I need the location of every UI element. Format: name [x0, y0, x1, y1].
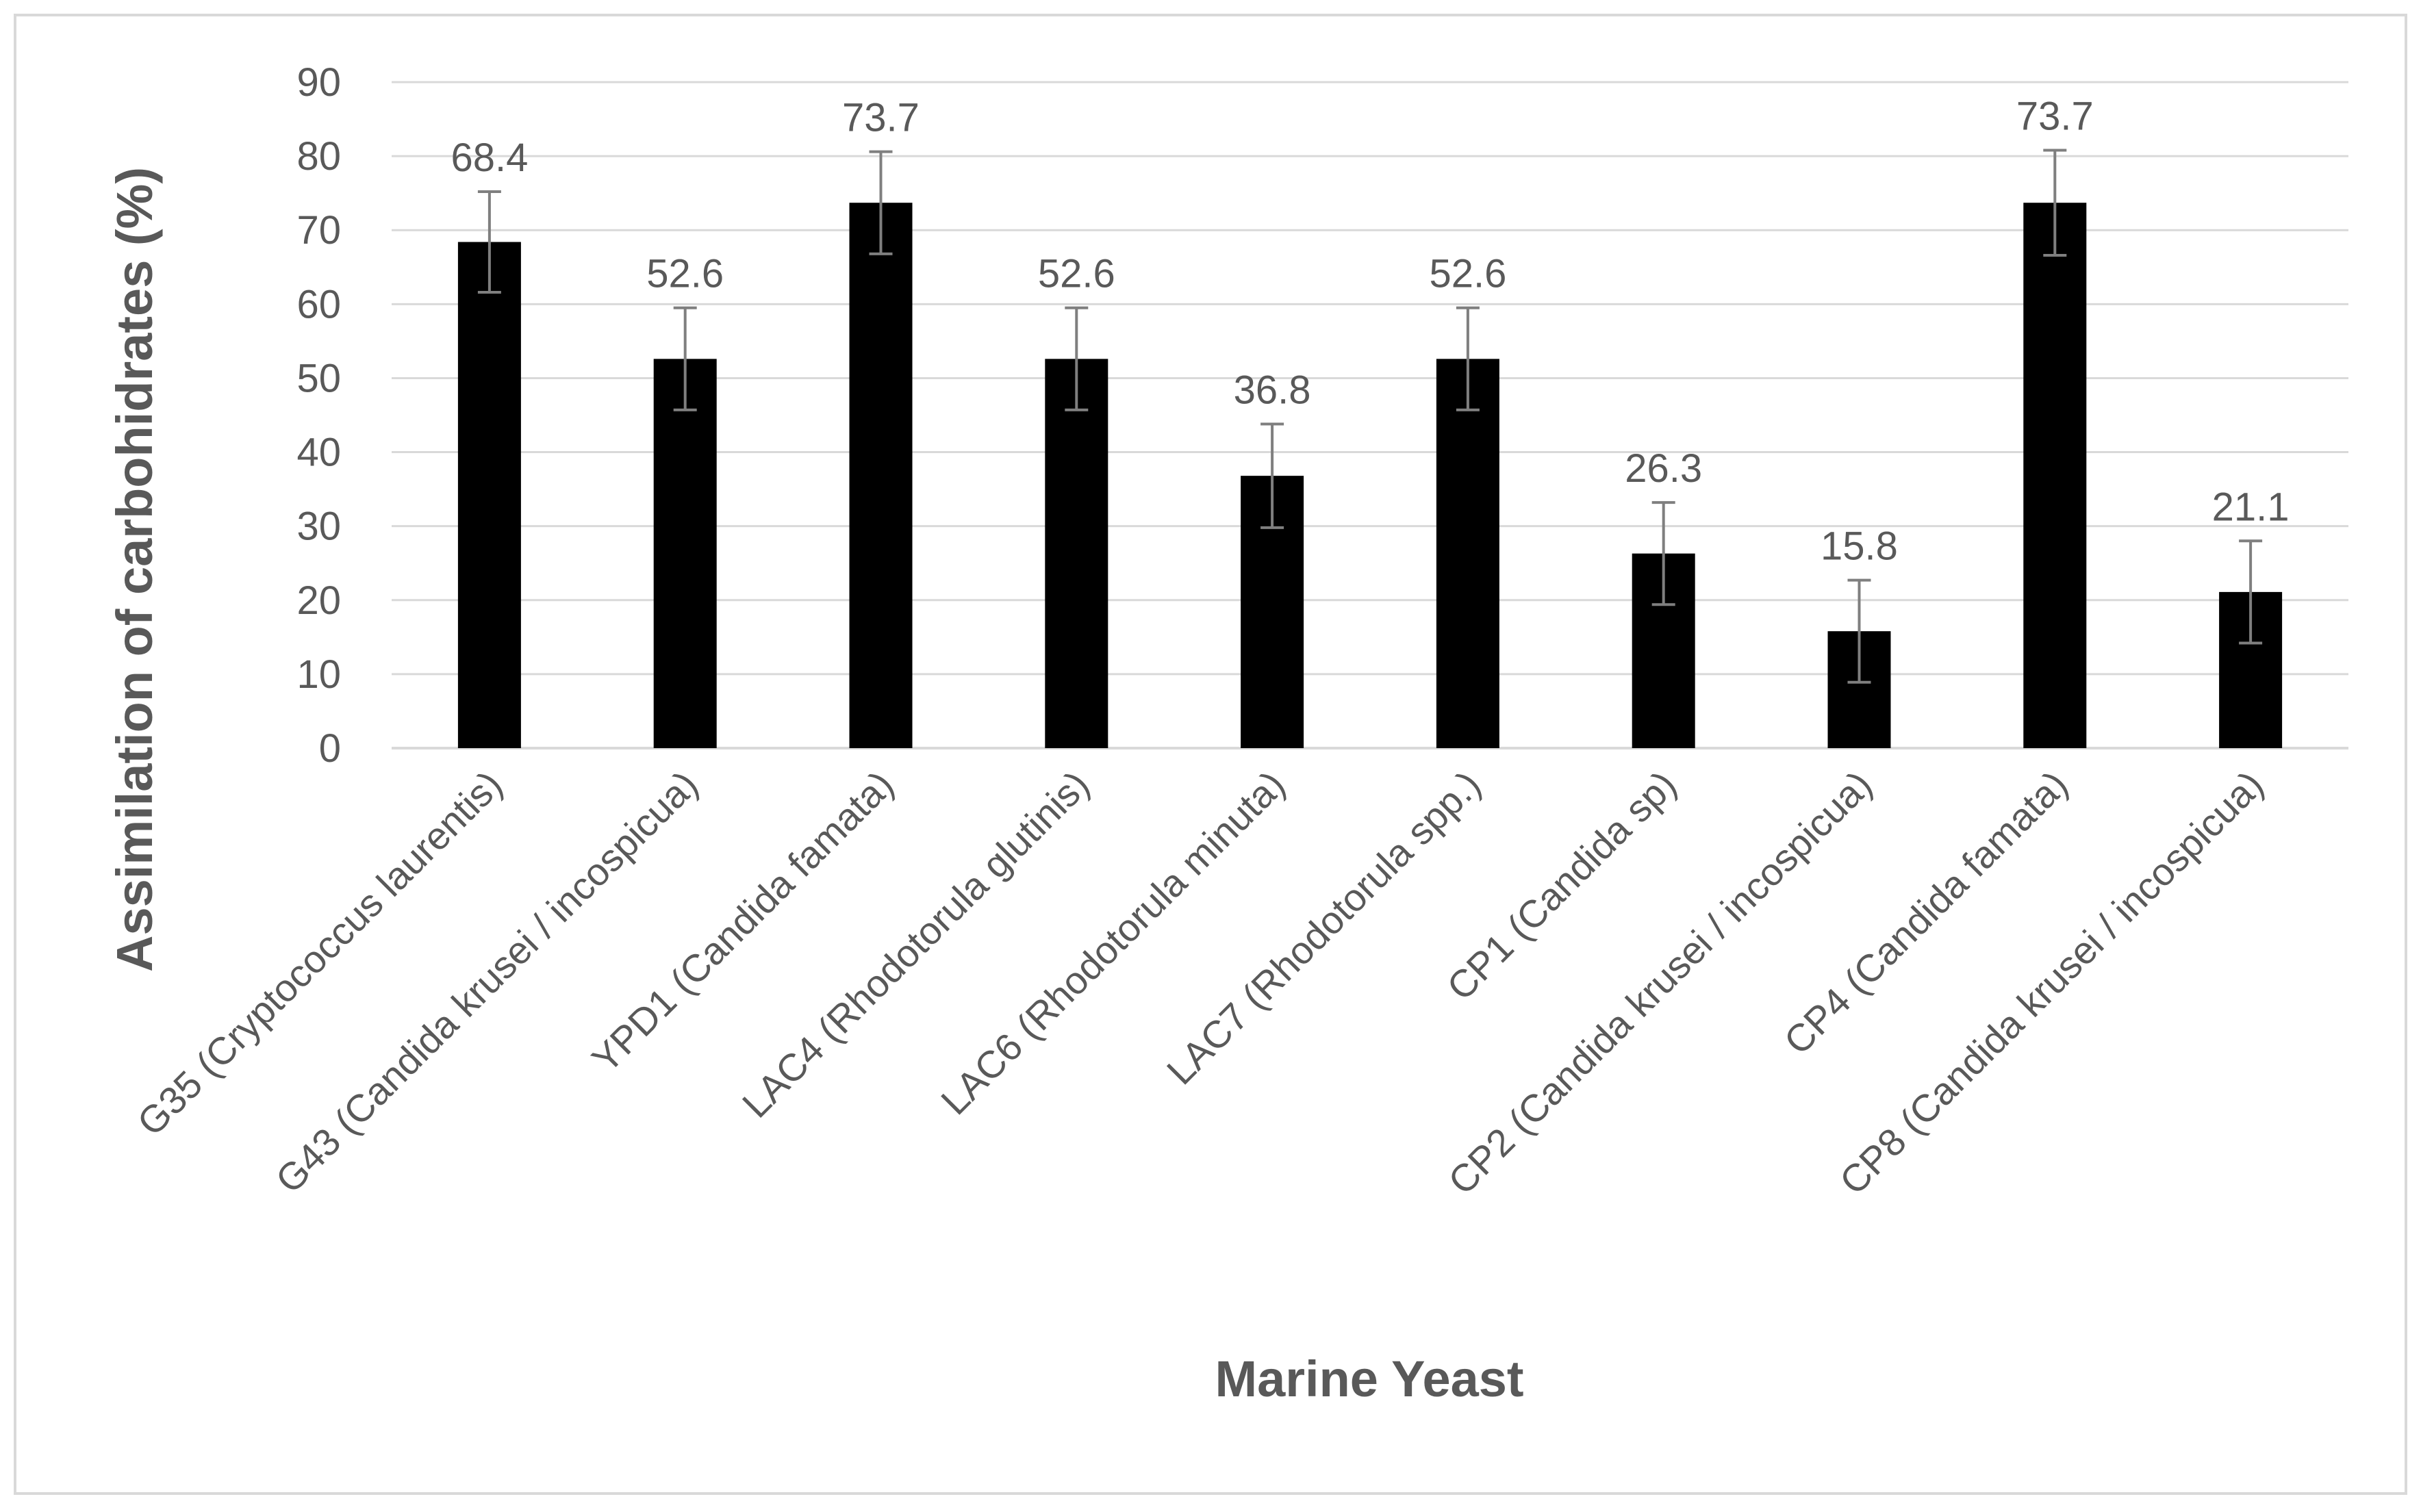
- bar: [653, 359, 717, 748]
- gridlines: [392, 81, 2348, 749]
- error-bar: [1065, 306, 1089, 411]
- bar: [457, 242, 521, 748]
- error-bar: [1260, 422, 1284, 529]
- data-label: 73.7: [842, 96, 920, 140]
- data-label: 52.6: [1429, 252, 1506, 296]
- y-tick-label: 80: [296, 134, 341, 179]
- y-tick-label: 40: [296, 431, 341, 475]
- data-label: 21.1: [2212, 485, 2290, 529]
- error-bar: [2043, 149, 2067, 257]
- bars: [457, 203, 2283, 749]
- error-bar: [1847, 578, 1871, 684]
- chart-frame: [14, 14, 2407, 1495]
- y-tick-label: 70: [296, 208, 341, 253]
- error-bar: [1651, 501, 1675, 606]
- error-bar: [869, 150, 893, 255]
- y-tick-label: 30: [296, 504, 341, 549]
- data-labels: 68.4 52.6 73.7 52.6 36.8 52.6 26.3 15.8 73.7 21.1: [451, 94, 2289, 568]
- y-tick-label: 50: [296, 356, 341, 400]
- error-bar: [1456, 306, 1480, 411]
- error-bar: [2239, 539, 2263, 645]
- error-bar: [673, 306, 697, 411]
- error-bars: [477, 149, 2263, 684]
- y-tick-label: 60: [296, 282, 341, 326]
- data-label: 26.3: [1625, 446, 1702, 491]
- data-label: 73.7: [2016, 94, 2094, 138]
- data-label: 15.8: [1821, 524, 1898, 569]
- error-bar: [477, 190, 501, 294]
- y-tick-label: 10: [296, 652, 341, 697]
- y-tick-label: 90: [296, 60, 341, 105]
- data-label: 68.4: [451, 136, 528, 180]
- y-axis-ticks: 0 10 20 30 40 50 60 70 80 90: [296, 60, 341, 771]
- data-label: 36.8: [1234, 368, 1311, 412]
- y-tick-label: 0: [319, 726, 341, 771]
- bar: [2023, 203, 2087, 749]
- bar: [849, 203, 913, 749]
- x-axis-title: Marine Yeast: [1215, 1350, 1523, 1407]
- data-label: 52.6: [646, 252, 724, 296]
- data-label: 52.6: [1038, 252, 1115, 296]
- bar: [1436, 359, 1499, 748]
- bar: [1045, 359, 1108, 748]
- y-tick-label: 20: [296, 578, 341, 623]
- y-axis-title: Assimilation of carbohidrates (%): [106, 167, 163, 972]
